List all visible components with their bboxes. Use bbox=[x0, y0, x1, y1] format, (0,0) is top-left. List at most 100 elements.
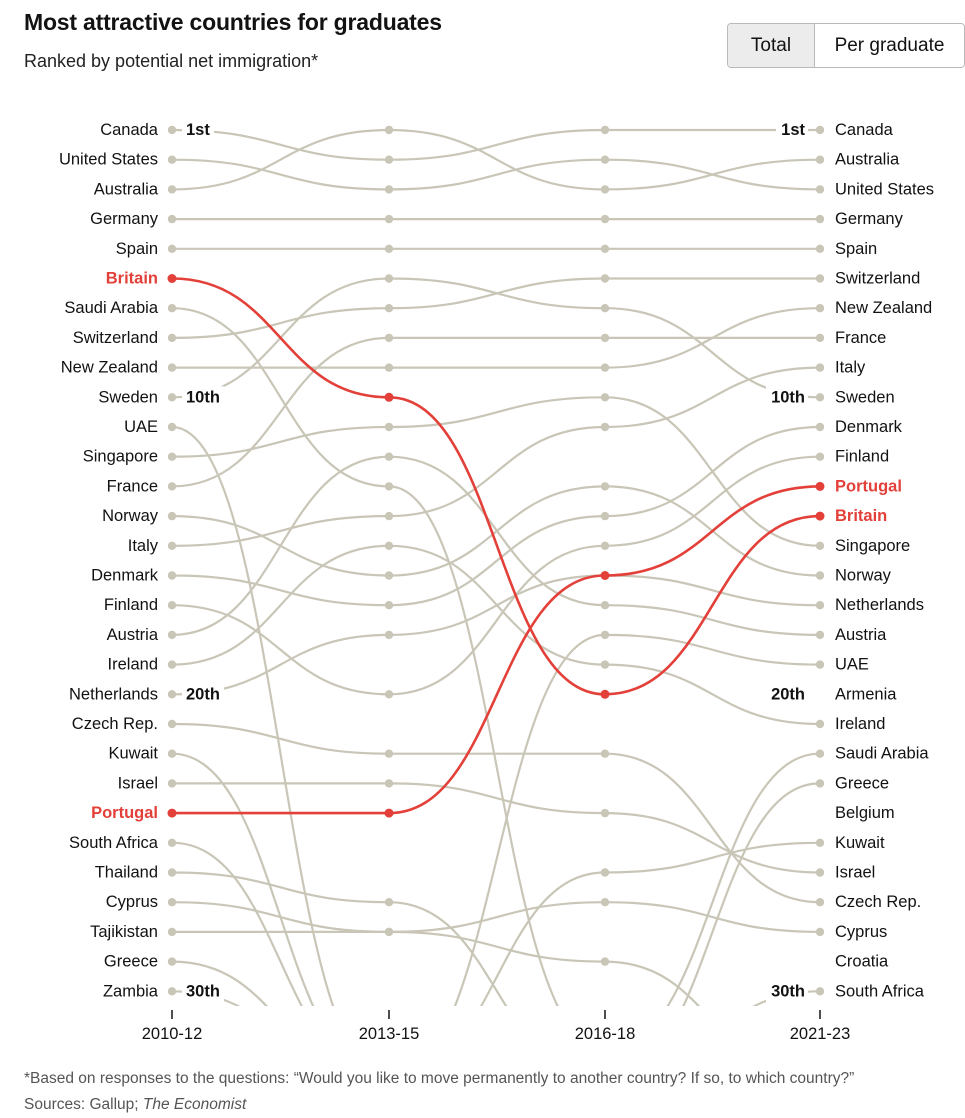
point-finland-2 bbox=[600, 541, 610, 550]
left-label-czech-rep: Czech Rep. bbox=[72, 715, 158, 733]
series-line-saudi-arabia bbox=[171, 307, 821, 1006]
right-label-france: France bbox=[835, 329, 886, 347]
point-canada-2 bbox=[600, 125, 610, 135]
point-germany-0 bbox=[167, 214, 177, 224]
series-line-new-zealand bbox=[172, 307, 821, 369]
point-france-3 bbox=[815, 333, 825, 343]
point-germany-3 bbox=[815, 214, 825, 224]
point-canada-3 bbox=[815, 125, 825, 135]
point-switzerland-1 bbox=[384, 304, 394, 313]
rank-marker-bg-left-20 bbox=[182, 683, 224, 706]
left-label-sweden: Sweden bbox=[98, 388, 158, 406]
right-label-portugal: Portugal bbox=[835, 477, 902, 495]
chart-subtitle: Ranked by potential net immigration* bbox=[24, 51, 319, 71]
left-label-spain: Spain bbox=[116, 240, 158, 258]
toggle-total-button[interactable]: Total bbox=[728, 24, 815, 67]
point-ireland-3 bbox=[815, 719, 825, 729]
point-united-states-0 bbox=[167, 155, 177, 164]
rank-marker-right-1: 1st bbox=[781, 121, 805, 139]
point-sweden-0 bbox=[167, 393, 177, 402]
rank-marker-left-20: 20th bbox=[186, 685, 220, 703]
series-line-australia bbox=[171, 128, 821, 191]
point-new-zealand-3 bbox=[815, 304, 825, 313]
point-denmark-1 bbox=[384, 601, 394, 610]
point-israel-3 bbox=[815, 868, 825, 877]
point-norway-0 bbox=[167, 511, 177, 521]
x-tick-label-2: 2016-18 bbox=[575, 1025, 636, 1043]
left-label-france: France bbox=[107, 477, 158, 495]
left-label-kuwait: Kuwait bbox=[108, 745, 158, 763]
series-line-ireland bbox=[171, 544, 821, 726]
right-label-uae: UAE bbox=[835, 656, 869, 674]
left-label-finland: Finland bbox=[104, 596, 158, 614]
series-line-finland bbox=[171, 455, 821, 696]
rank-marker-bg-right-30 bbox=[766, 980, 808, 1003]
point-germany-1 bbox=[384, 214, 394, 224]
series-line-norway bbox=[171, 485, 821, 577]
right-label-norway: Norway bbox=[835, 567, 892, 585]
right-label-australia: Australia bbox=[835, 151, 900, 169]
right-label-czech-rep: Czech Rep. bbox=[835, 893, 921, 911]
series-line-denmark bbox=[171, 425, 821, 607]
point-italy-1 bbox=[384, 511, 394, 521]
point-cyprus-3 bbox=[815, 927, 825, 937]
rank-marker-bg-left-1 bbox=[182, 119, 214, 141]
point-greece-0 bbox=[167, 957, 177, 966]
point-denmark-2 bbox=[600, 511, 610, 521]
series-line-thailand bbox=[171, 871, 508, 1006]
point-germany-2 bbox=[600, 214, 610, 224]
point-new-zealand-0 bbox=[167, 363, 177, 372]
point-tajikistan-2 bbox=[600, 957, 610, 966]
point-britain-0 bbox=[167, 274, 177, 283]
series-line-tajikistan bbox=[172, 930, 701, 1006]
point-france-1 bbox=[384, 333, 394, 343]
point-kuwait-3 bbox=[815, 838, 825, 847]
series-line-uae bbox=[171, 425, 821, 1006]
view-toggle: Total Per graduate bbox=[727, 23, 965, 68]
series-line-switzerland bbox=[171, 277, 820, 339]
point-czech-rep-2 bbox=[600, 749, 610, 758]
left-label-portugal: Portugal bbox=[91, 804, 158, 822]
point-ireland-1 bbox=[384, 541, 394, 550]
point-south-africa-0 bbox=[167, 838, 177, 847]
right-label-canada: Canada bbox=[835, 121, 894, 139]
point-united-states-1 bbox=[384, 185, 394, 194]
point-denmark-0 bbox=[167, 571, 177, 580]
toggle-per-graduate-button[interactable]: Per graduate bbox=[815, 24, 964, 67]
point-sweden-2 bbox=[600, 304, 610, 313]
point-france-2 bbox=[600, 333, 610, 343]
left-label-greece: Greece bbox=[104, 953, 158, 971]
series-line-france bbox=[171, 336, 820, 488]
right-label-greece: Greece bbox=[835, 774, 889, 792]
series-line-greece bbox=[171, 782, 821, 1006]
left-label-singapore: Singapore bbox=[83, 448, 158, 466]
point-czech-rep-0 bbox=[167, 719, 177, 729]
point-kuwait-2 bbox=[600, 868, 610, 877]
point-israel-0 bbox=[167, 779, 177, 788]
left-label-austria: Austria bbox=[107, 626, 159, 644]
right-label-belgium: Belgium bbox=[835, 804, 895, 822]
point-austria-3 bbox=[815, 630, 825, 640]
point-united-states-2 bbox=[600, 155, 610, 164]
point-australia-1 bbox=[384, 125, 394, 135]
right-label-saudi-arabia: Saudi Arabia bbox=[835, 745, 929, 763]
series-line-cyprus bbox=[171, 901, 821, 934]
point-thailand-0 bbox=[167, 868, 177, 877]
series-line-kuwait bbox=[171, 752, 821, 1006]
left-label-canada: Canada bbox=[100, 121, 159, 139]
point-sweden-3 bbox=[815, 393, 825, 402]
right-label-new-zealand: New Zealand bbox=[835, 299, 932, 317]
x-tick-label-1: 2013-15 bbox=[359, 1025, 420, 1043]
right-label-south-africa: South Africa bbox=[835, 982, 925, 1000]
point-new-zealand-2 bbox=[600, 363, 610, 372]
point-cyprus-2 bbox=[600, 898, 610, 907]
rank-marker-bg-right-1 bbox=[776, 119, 808, 141]
x-tick-label-0: 2010-12 bbox=[142, 1025, 203, 1043]
point-uae-0 bbox=[167, 422, 177, 432]
point-israel-1 bbox=[384, 779, 394, 788]
point-portugal-0 bbox=[167, 808, 177, 818]
right-label-singapore: Singapore bbox=[835, 537, 910, 555]
point-austria-1 bbox=[384, 452, 394, 461]
rank-marker-left-30: 30th bbox=[186, 982, 220, 1000]
point-south-africa-3 bbox=[815, 987, 825, 996]
